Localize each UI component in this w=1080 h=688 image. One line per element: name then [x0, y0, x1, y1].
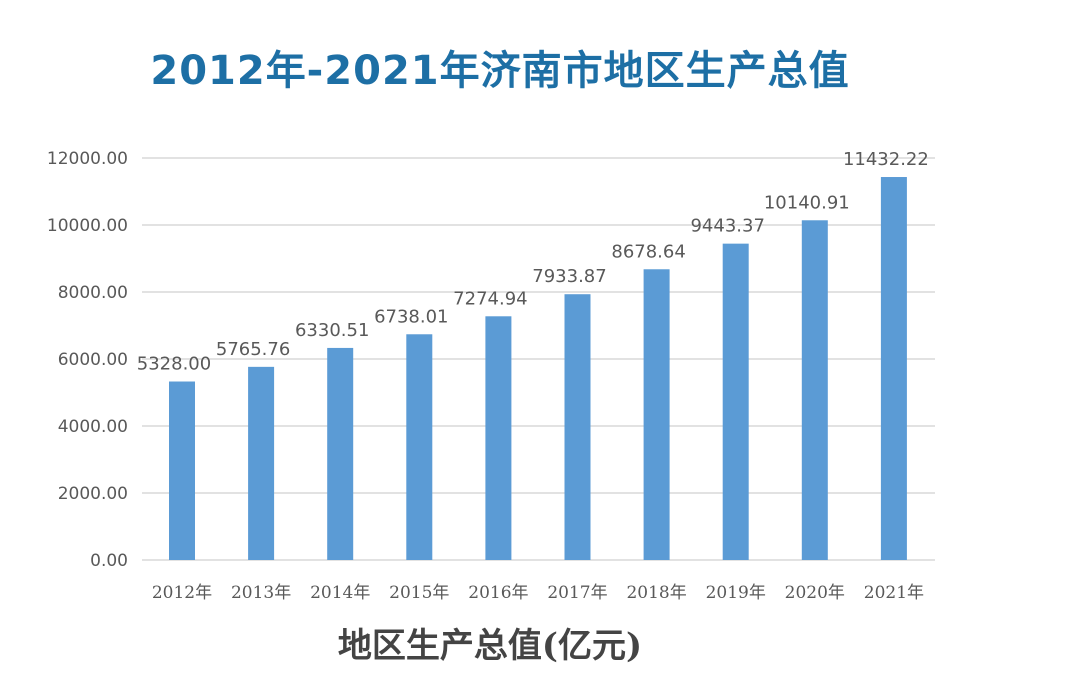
y-tick-label: 6000.00: [58, 350, 128, 370]
y-tick-label: 2000.00: [58, 484, 128, 504]
y-tick-label: 4000.00: [58, 417, 128, 437]
x-tick-label: 2019年: [706, 583, 766, 603]
bar: [564, 294, 591, 560]
x-tick-label: 2018年: [626, 583, 686, 603]
y-tick-label: 0.00: [90, 551, 128, 571]
x-tick-label: 2020年: [785, 583, 845, 603]
data-label: 11432.22: [843, 149, 929, 170]
data-label: 6738.01: [374, 306, 448, 327]
chart-title: 2012年-2021年济南市地区生产总值: [150, 48, 850, 94]
x-tick-label: 2012年: [152, 583, 212, 603]
bar: [643, 269, 670, 560]
bar: [327, 347, 354, 560]
bar: [406, 334, 433, 560]
bar: [801, 220, 828, 560]
data-label: 9443.37: [690, 216, 764, 237]
x-tick-label: 2021年: [864, 583, 924, 603]
data-label: 5765.76: [216, 339, 290, 360]
x-tick-label: 2015年: [389, 583, 449, 603]
data-label: 6330.51: [295, 320, 369, 341]
bar: [485, 316, 512, 560]
bar: [169, 381, 195, 560]
x-tick-label: 2013年: [231, 583, 291, 603]
bar: [248, 366, 275, 560]
bar: [722, 243, 749, 561]
y-tick-label: 8000.00: [58, 283, 128, 303]
y-tick-label: 12000.00: [47, 149, 128, 169]
data-label: 10140.91: [764, 192, 850, 213]
data-label: 7274.94: [453, 288, 527, 309]
data-label: 7933.87: [532, 266, 606, 287]
x-tick-label: 2017年: [547, 583, 607, 603]
x-axis-label: 地区生产总值(亿元): [337, 626, 643, 666]
x-tick-label: 2014年: [310, 583, 370, 603]
data-label: 5328.00: [137, 354, 211, 375]
data-label: 8678.64: [611, 241, 685, 262]
bar: [880, 177, 907, 560]
y-tick-label: 10000.00: [47, 216, 128, 236]
x-tick-label: 2016年: [468, 583, 528, 603]
